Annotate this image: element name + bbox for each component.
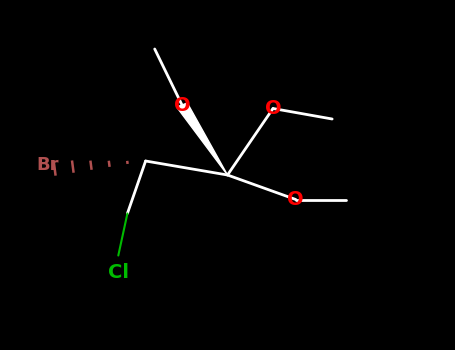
Text: Cl: Cl bbox=[108, 262, 129, 281]
Text: O: O bbox=[265, 99, 281, 118]
Text: Br: Br bbox=[37, 155, 59, 174]
Text: O: O bbox=[174, 96, 190, 114]
Polygon shape bbox=[177, 103, 228, 175]
Text: O: O bbox=[288, 190, 304, 209]
